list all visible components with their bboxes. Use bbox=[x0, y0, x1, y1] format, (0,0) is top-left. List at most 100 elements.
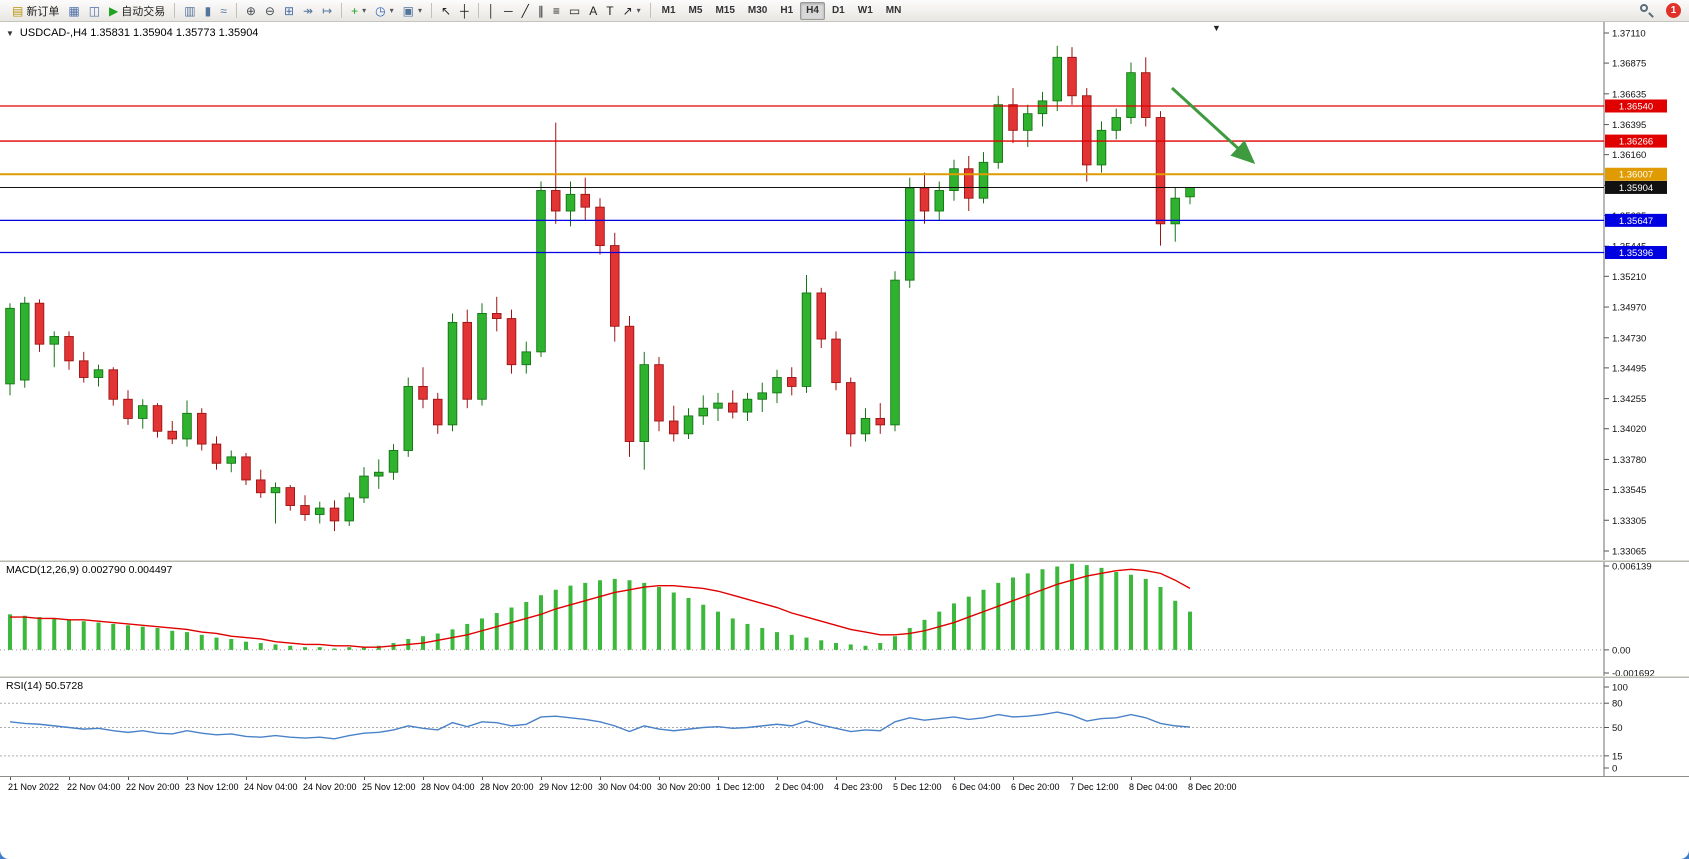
add-indicator-icon: + bbox=[351, 3, 359, 18]
cursor-icon: ↖ bbox=[441, 3, 452, 18]
chart-shift-icon: ↦ bbox=[322, 3, 333, 18]
rsi-line bbox=[9, 711, 1191, 740]
time-axis-label: 30 Nov 04:00 bbox=[598, 782, 652, 792]
chart-candles-button[interactable]: ▮ bbox=[201, 1, 216, 20]
time-tick bbox=[1190, 777, 1191, 780]
new-order-button[interactable]: ▤ 新订单 bbox=[8, 1, 63, 20]
timeframe-m15[interactable]: M15 bbox=[709, 2, 740, 20]
price-level-badge bbox=[1605, 180, 1667, 194]
svg-text:1.36875: 1.36875 bbox=[1612, 59, 1646, 70]
cursor-button[interactable]: ↖ bbox=[437, 1, 455, 20]
price-level-badge bbox=[1605, 134, 1667, 148]
auto-trading-icon: ▶ bbox=[109, 3, 119, 18]
fibonacci-button[interactable]: ≡ bbox=[549, 1, 564, 20]
search-icon[interactable] bbox=[1639, 3, 1654, 18]
horizontal-line-button[interactable]: ─ bbox=[500, 1, 517, 20]
time-axis-label: 23 Nov 12:00 bbox=[185, 782, 239, 792]
zoom-out-button[interactable]: ⊖ bbox=[261, 1, 279, 20]
chevron-down-icon[interactable]: ▾ bbox=[418, 6, 423, 15]
svg-text:1.35210: 1.35210 bbox=[1612, 272, 1646, 283]
timeframe-m1[interactable]: M1 bbox=[656, 2, 682, 20]
auto-scroll-button[interactable]: ↠ bbox=[299, 1, 317, 20]
timeframe-w1[interactable]: W1 bbox=[852, 2, 879, 20]
time-axis-label: 22 Nov 04:00 bbox=[67, 782, 121, 792]
time-axis-label: 24 Nov 04:00 bbox=[244, 782, 298, 792]
time-axis-label: 24 Nov 20:00 bbox=[303, 782, 357, 792]
window-corner bbox=[0, 850, 9, 859]
shapes-button[interactable]: ▭ bbox=[565, 1, 584, 20]
chart-shift-button[interactable]: ↦ bbox=[318, 1, 336, 20]
svg-text:50: 50 bbox=[1612, 723, 1623, 734]
time-axis-label: 25 Nov 12:00 bbox=[362, 782, 416, 792]
toolbar-separator bbox=[477, 3, 479, 18]
rsi-canvas[interactable]: 100 80 50 15 0 bbox=[0, 678, 1689, 776]
auto-trading-button[interactable]: ▶ 自动交易 bbox=[105, 1, 169, 20]
profiles-icon: ◫ bbox=[88, 3, 101, 18]
svg-text:1.35647: 1.35647 bbox=[1619, 216, 1653, 227]
time-tick bbox=[1131, 777, 1132, 780]
trendline-button[interactable]: ╱ bbox=[518, 1, 533, 20]
svg-text:15: 15 bbox=[1612, 751, 1623, 762]
time-tick bbox=[1072, 777, 1073, 780]
svg-text:100: 100 bbox=[1612, 683, 1628, 694]
tile-windows-button[interactable]: ⊞ bbox=[280, 1, 298, 20]
timeframe-h1[interactable]: H1 bbox=[774, 2, 799, 20]
toolbar-separator bbox=[341, 3, 343, 18]
svg-text:1.33780: 1.33780 bbox=[1612, 455, 1646, 466]
vertical-line-button[interactable]: │ bbox=[484, 1, 500, 20]
rsi-label: RSI(14) 50.5728 bbox=[6, 680, 84, 692]
chart-window[interactable]: 1.37110 1.36875 1.36635 1.36395 1.36160 1.359… bbox=[0, 22, 1689, 560]
timeframe-m5[interactable]: M5 bbox=[683, 2, 709, 20]
price-chart-canvas[interactable]: 1.37110 1.36875 1.36635 1.36395 1.36160 1.359… bbox=[0, 22, 1689, 560]
indicators-button[interactable]: + ▾ bbox=[347, 1, 370, 20]
clock-icon: ◷ bbox=[375, 3, 386, 18]
time-axis[interactable]: 21 Nov 2022 22 Nov 04:00 22 Nov 20:00 23 No… bbox=[0, 776, 1689, 794]
timeframe-mn[interactable]: MN bbox=[880, 2, 908, 20]
tile-windows-icon: ⊞ bbox=[283, 3, 294, 18]
timeframe-m30[interactable]: M30 bbox=[742, 2, 773, 20]
toolbar-buttons: ▤ 新订单 ▦ ◫ ▶ 自动交易 ▥ ▮ ≈ ⊕ ⊖ ⊞ ↠ ↦ + ▾ ◷ ▾ ▣ ▾ ↖ ┼ │ ─ ╱ ∥ ≡ ▭ A T ↗ ▾ M1 M… bbox=[8, 1, 907, 20]
svg-text:1.33545: 1.33545 bbox=[1612, 485, 1646, 496]
rsi-panel[interactable]: 100 80 50 15 0 RSI(14) 50.5728 bbox=[0, 678, 1689, 776]
panel-splitter[interactable] bbox=[0, 560, 1689, 562]
macd-panel[interactable]: 0.006139 0.00 -0.001692 MACD(12,26,9) 0.00… bbox=[0, 562, 1689, 676]
panel-splitter[interactable] bbox=[0, 676, 1689, 678]
chart-title-text: USDCAD-,H4 1.35831 1.35904 1.35773 1.359… bbox=[19, 27, 259, 39]
chart-shift-marker[interactable]: ▼ bbox=[1212, 23, 1221, 33]
time-tick bbox=[305, 777, 306, 780]
text-label-button[interactable]: T bbox=[602, 1, 617, 20]
zoom-in-button[interactable]: ⊕ bbox=[242, 1, 260, 20]
chart-menu-icon[interactable]: ▼ bbox=[6, 28, 14, 38]
profiles-button[interactable]: ◫ bbox=[85, 1, 104, 20]
trend-arrow[interactable] bbox=[1170, 86, 1256, 165]
channel-button[interactable]: ∥ bbox=[534, 1, 548, 20]
svg-text:1.36395: 1.36395 bbox=[1612, 120, 1646, 131]
periods-button[interactable]: ◷ ▾ bbox=[371, 1, 398, 20]
timeframe-h4[interactable]: H4 bbox=[800, 1, 825, 20]
new-order-button-label: 新订单 bbox=[26, 5, 60, 18]
macd-canvas[interactable]: 0.006139 0.00 -0.001692 bbox=[0, 562, 1689, 676]
arrows-button[interactable]: ↗ ▾ bbox=[619, 1, 645, 20]
text-button[interactable]: A bbox=[585, 1, 601, 20]
time-tick bbox=[69, 777, 70, 780]
time-axis-label: 1 Dec 12:00 bbox=[716, 782, 765, 792]
chart-bars-button[interactable]: ▥ bbox=[180, 1, 199, 20]
time-tick bbox=[364, 777, 365, 780]
chevron-down-icon[interactable]: ▾ bbox=[362, 6, 367, 15]
chart-line-button[interactable]: ≈ bbox=[216, 1, 231, 20]
chevron-down-icon[interactable]: ▾ bbox=[389, 6, 394, 15]
templates-button[interactable]: ▣ ▾ bbox=[399, 1, 426, 20]
price-level-badge bbox=[1605, 99, 1667, 113]
search-lens bbox=[1640, 4, 1648, 12]
charts-button[interactable]: ▦ bbox=[64, 1, 83, 20]
svg-text:1.36540: 1.36540 bbox=[1619, 101, 1653, 112]
svg-text:1.37110: 1.37110 bbox=[1612, 29, 1646, 40]
time-tick bbox=[954, 777, 955, 780]
auto-trading-button-label: 自动交易 bbox=[121, 5, 166, 18]
crosshair-button[interactable]: ┼ bbox=[456, 1, 473, 20]
notification-badge[interactable]: 1 bbox=[1666, 3, 1681, 18]
timeframe-d1[interactable]: D1 bbox=[826, 2, 851, 20]
chevron-down-icon[interactable]: ▾ bbox=[636, 6, 641, 15]
horizontal-levels[interactable]: 1.36540 1.36266 1.36007 1.35904 1.35647 1.353… bbox=[0, 99, 1667, 259]
bars-chart-icon: ▥ bbox=[184, 3, 196, 18]
